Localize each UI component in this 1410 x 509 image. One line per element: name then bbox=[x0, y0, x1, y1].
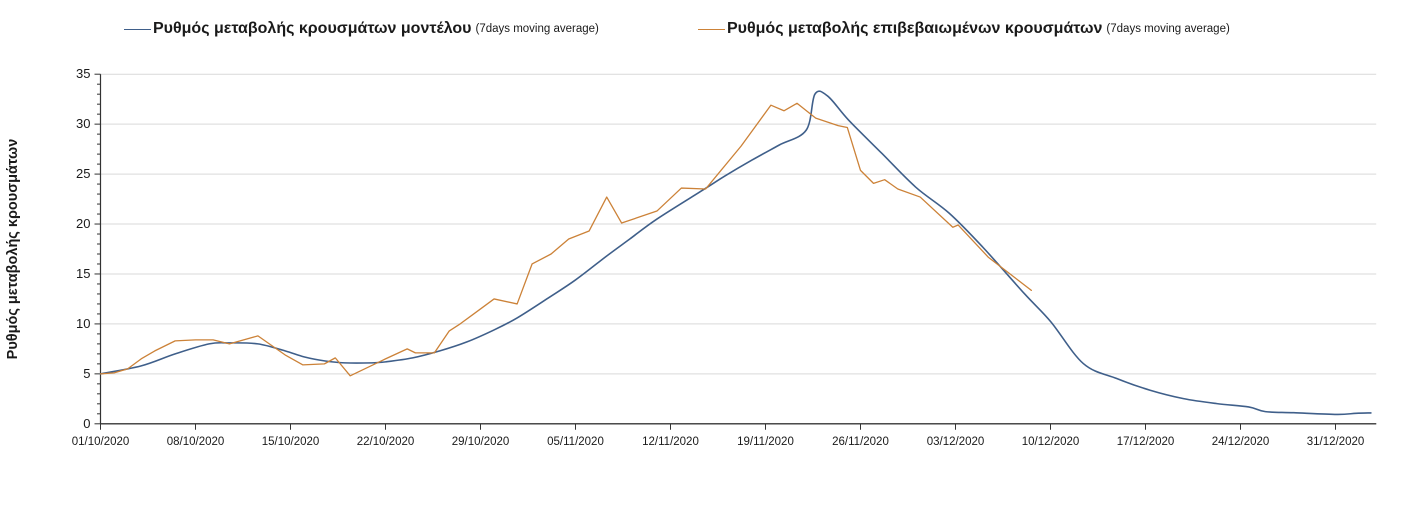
svg-text:20: 20 bbox=[76, 216, 90, 231]
svg-text:17/12/2020: 17/12/2020 bbox=[1117, 436, 1175, 448]
svg-text:05/11/2020: 05/11/2020 bbox=[547, 436, 604, 448]
svg-text:10: 10 bbox=[76, 316, 90, 331]
svg-text:22/10/2020: 22/10/2020 bbox=[357, 436, 415, 448]
svg-text:29/10/2020: 29/10/2020 bbox=[452, 436, 510, 448]
svg-text:0: 0 bbox=[83, 416, 90, 431]
svg-text:10/12/2020: 10/12/2020 bbox=[1022, 436, 1080, 448]
svg-text:15: 15 bbox=[76, 266, 90, 281]
svg-text:15/10/2020: 15/10/2020 bbox=[262, 436, 320, 448]
svg-text:08/10/2020: 08/10/2020 bbox=[167, 436, 225, 448]
svg-text:26/11/2020: 26/11/2020 bbox=[832, 436, 889, 448]
svg-text:25: 25 bbox=[76, 166, 90, 181]
svg-text:31/12/2020: 31/12/2020 bbox=[1307, 436, 1365, 448]
svg-text:5: 5 bbox=[83, 366, 90, 381]
svg-text:01/10/2020: 01/10/2020 bbox=[72, 436, 130, 448]
svg-text:03/12/2020: 03/12/2020 bbox=[927, 436, 985, 448]
svg-text:30: 30 bbox=[76, 116, 90, 131]
svg-text:24/12/2020: 24/12/2020 bbox=[1212, 436, 1270, 448]
svg-text:19/11/2020: 19/11/2020 bbox=[737, 436, 794, 448]
svg-text:35: 35 bbox=[76, 66, 90, 81]
svg-text:12/11/2020: 12/11/2020 bbox=[642, 436, 699, 448]
